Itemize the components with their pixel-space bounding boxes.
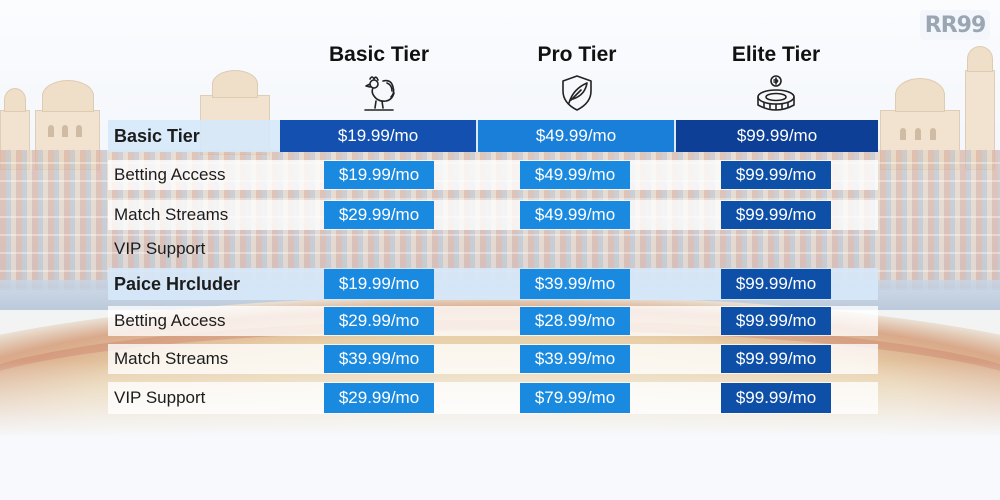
feature-label: Betting Access <box>114 311 226 330</box>
price-cell-elite[interactable]: $99.99/mo <box>721 307 831 335</box>
price-cell-elite[interactable]: $99.99/mo <box>721 269 831 299</box>
feature-label: Betting Access <box>114 165 226 184</box>
price-cell-pro[interactable]: $39.99/mo <box>520 345 630 373</box>
brand-logo[interactable]: RR99 <box>920 10 990 40</box>
price-cell-pro[interactable]: $39.99/mo <box>520 269 630 299</box>
shield-feather-icon <box>562 75 592 111</box>
pricing-row: Betting Access $19.99/mo $49.99/mo $99.99/m… <box>108 160 878 190</box>
pricing-row: Betting Access $29.99/mo $28.99/mo $99.99/m… <box>108 306 878 336</box>
pricing-row: Match Streams $39.99/mo $39.99/mo $99.99/mo <box>108 344 878 374</box>
price-cell-basic[interactable]: $19.99/mo <box>280 120 476 152</box>
pricing-row: Paice Hrcluder $19.99/mo $39.99/mo $99.99/m… <box>108 268 878 300</box>
pricing-row: Basic Tier $19.99/mo $49.99/mo $99.99/mo <box>108 120 878 152</box>
price-cell-elite[interactable]: $99.99/mo <box>721 383 831 413</box>
price-cell-elite[interactable]: $99.99/mo <box>721 201 831 229</box>
price-cell-basic[interactable]: $19.99/mo <box>324 161 434 189</box>
price-cell-basic[interactable]: $39.99/mo <box>324 345 434 373</box>
tier-title: Pro Tier <box>537 43 617 66</box>
section-label: Paice Hrcluder <box>114 274 241 294</box>
price-cell-pro[interactable]: $79.99/mo <box>520 383 630 413</box>
feature-label: VIP Support <box>114 239 206 258</box>
tier-header-pro: Pro Tier <box>477 43 677 113</box>
price-cell-pro[interactable]: $49.99/mo <box>520 161 630 189</box>
pricing-row: VIP Support <box>108 234 878 264</box>
tier-header-basic: Basic Tier <box>279 43 479 113</box>
price-cell-elite[interactable]: $99.99/mo <box>721 345 831 373</box>
tier-title: Elite Tier <box>731 43 821 66</box>
row-background <box>108 234 878 264</box>
price-cell-pro[interactable]: $28.99/mo <box>520 307 630 335</box>
price-cell-basic[interactable]: $19.99/mo <box>324 269 434 299</box>
brand-logo-text: RR99 <box>924 12 986 38</box>
price-cell-pro[interactable]: $49.99/mo <box>520 201 630 229</box>
price-cell-elite[interactable]: $99.99/mo <box>676 120 878 152</box>
price-cell-basic[interactable]: $29.99/mo <box>324 201 434 229</box>
tier-header-elite: Elite Tier <box>676 43 876 113</box>
tier-title: Basic Tier <box>328 43 429 66</box>
stadium-coin-icon <box>757 75 795 111</box>
price-cell-basic[interactable]: $29.99/mo <box>324 383 434 413</box>
price-cell-elite[interactable]: $99.99/mo <box>721 161 831 189</box>
price-cell-basic[interactable]: $29.99/mo <box>324 307 434 335</box>
feature-label: Match Streams <box>114 349 229 368</box>
rooster-icon <box>364 76 395 111</box>
feature-label: Match Streams <box>114 205 229 224</box>
pricing-row: VIP Support $29.99/mo $79.99/mo $99.99/mo <box>108 382 878 414</box>
pricing-row: Match Streams $29.99/mo $49.99/mo $99.99/mo <box>108 200 878 230</box>
section-label: Basic Tier <box>114 126 200 146</box>
price-cell-pro[interactable]: $49.99/mo <box>478 120 674 152</box>
feature-label: VIP Support <box>114 388 206 407</box>
